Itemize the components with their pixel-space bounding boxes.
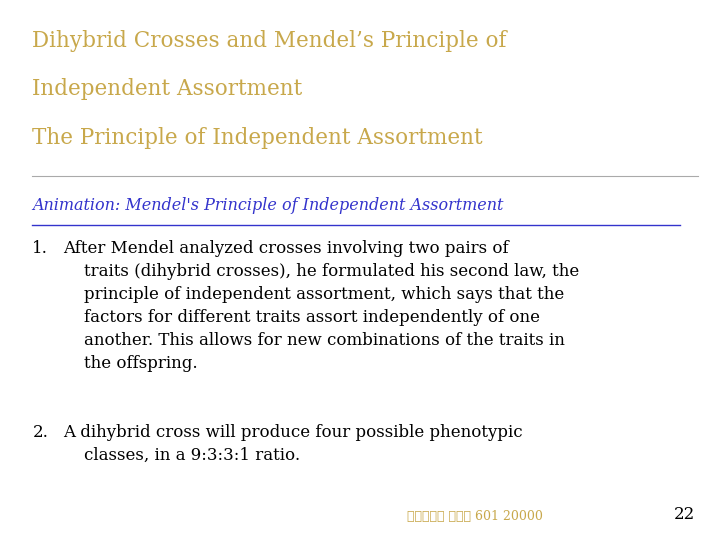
Text: The Principle of Independent Assortment: The Principle of Independent Assortment: [32, 127, 483, 149]
Text: Animation: Mendel's Principle of Independent Assortment: Animation: Mendel's Principle of Indepen…: [32, 197, 504, 214]
Text: 2.: 2.: [32, 424, 48, 441]
Text: Independent Assortment: Independent Assortment: [32, 78, 302, 100]
Text: Dihybrid Crosses and Mendel’s Principle of: Dihybrid Crosses and Mendel’s Principle …: [32, 30, 507, 52]
Text: 台大農藝系 遺傳學 601 20000: 台大農藝系 遺傳學 601 20000: [407, 510, 543, 523]
Text: A dihybrid cross will produce four possible phenotypic
    classes, in a 9:3:3:1: A dihybrid cross will produce four possi…: [63, 424, 522, 464]
Text: After Mendel analyzed crosses involving two pairs of
    traits (dihybrid crosse: After Mendel analyzed crosses involving …: [63, 240, 579, 372]
Text: 22: 22: [673, 506, 695, 523]
Text: 1.: 1.: [32, 240, 48, 257]
